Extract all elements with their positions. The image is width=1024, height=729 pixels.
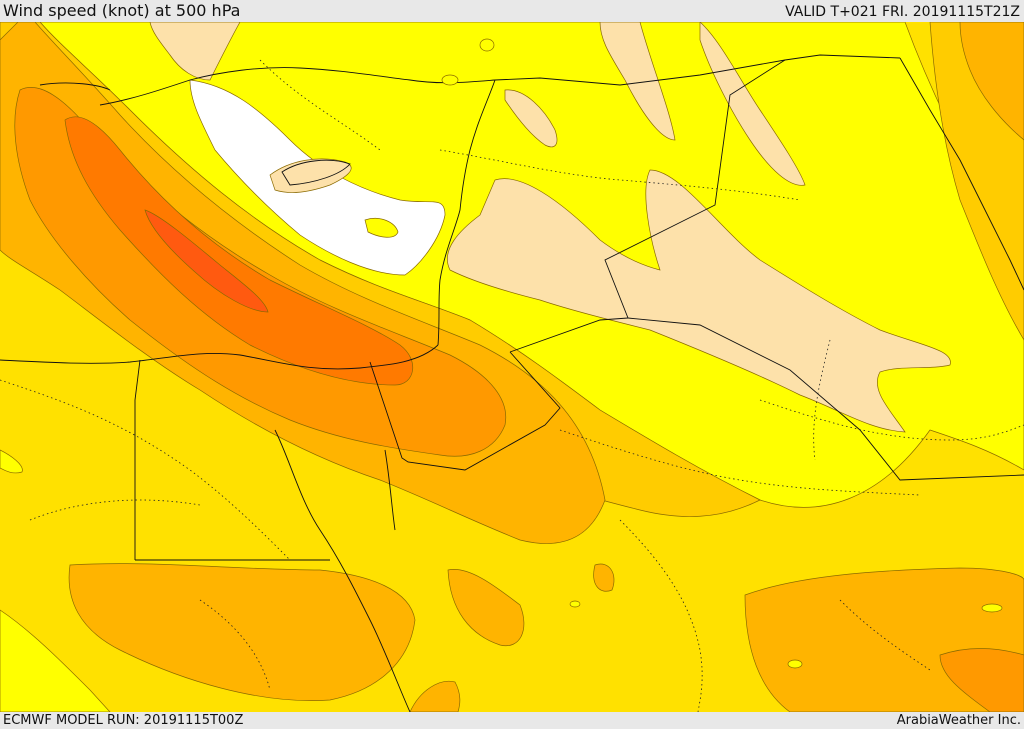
- band-peach-east: [447, 169, 951, 433]
- band-peach-streak-2: [599, 22, 676, 141]
- lake-5: [569, 600, 581, 608]
- border-saudi-jordan: [509, 317, 629, 353]
- coastline-suez-gulf: [384, 449, 396, 531]
- band-yellow-w: [0, 449, 23, 474]
- coastline-cyprus: [281, 159, 351, 186]
- admin-line-10: [199, 599, 271, 691]
- valid-time: VALID T+021 FRI. 20191115T21Z: [785, 4, 1020, 20]
- lake-1: [479, 38, 495, 52]
- admin-line-2: [29, 499, 201, 521]
- lakes: [441, 38, 1003, 669]
- map-header: Wind speed (knot) at 500 hPa VALID T+021…: [0, 0, 1024, 22]
- border-syria-turkey: [494, 54, 901, 86]
- admin-line-8: [259, 59, 381, 151]
- band-amber-ne: [959, 22, 1024, 141]
- admin-line-9: [839, 599, 931, 671]
- band-yellow-sw: [0, 609, 111, 712]
- map-footer: ECMWF MODEL RUN: 20191115T00Z ArabiaWeat…: [0, 712, 1024, 729]
- admin-line-5: [759, 399, 1024, 441]
- border-egypt-east: [369, 351, 561, 471]
- band-orange-se: [939, 648, 1024, 712]
- band-peach-streak-1: [699, 22, 806, 186]
- band-amber-redsea: [447, 569, 525, 647]
- wind-speed-map[interactable]: [0, 22, 1024, 712]
- admin-line-4: [619, 519, 703, 712]
- lake-2: [441, 74, 459, 86]
- admin-line-6: [813, 339, 831, 461]
- border-saudi-iraq: [627, 317, 1024, 481]
- coastline-turkey-south: [99, 67, 496, 106]
- border-iran-iraq: [899, 57, 1024, 291]
- admin-boundaries: [0, 59, 1024, 712]
- coastline-levant: [437, 79, 496, 346]
- band-yellow-blob: [364, 218, 399, 238]
- model-run: ECMWF MODEL RUN: 20191115T00Z: [3, 713, 244, 728]
- coastlines: [0, 67, 496, 712]
- band-red-orange-core: [144, 209, 269, 313]
- map-title: Wind speed (knot) at 500 hPa: [3, 1, 241, 20]
- lake-4: [787, 659, 803, 669]
- band-peach-nw: [149, 22, 241, 81]
- credit: ArabiaWeather Inc.: [896, 713, 1021, 728]
- admin-line-7: [439, 149, 801, 201]
- band-amber-bottom: [409, 680, 461, 712]
- coastline-mediterranean-south: [0, 344, 439, 370]
- band-amber-small: [593, 563, 615, 592]
- coastline-crete: [39, 82, 111, 91]
- band-dark-orange-jet: [64, 116, 414, 386]
- border-egypt-libya: [134, 359, 141, 560]
- band-peach-streak-3: [504, 89, 558, 148]
- band-amber-south: [68, 563, 416, 701]
- admin-line-3: [559, 429, 921, 496]
- lake-3: [981, 603, 1003, 613]
- admin-line-1: [0, 379, 291, 561]
- country-borders: [134, 54, 1024, 561]
- coastline-redsea-west: [274, 429, 411, 712]
- border-iraq-syria: [604, 59, 786, 319]
